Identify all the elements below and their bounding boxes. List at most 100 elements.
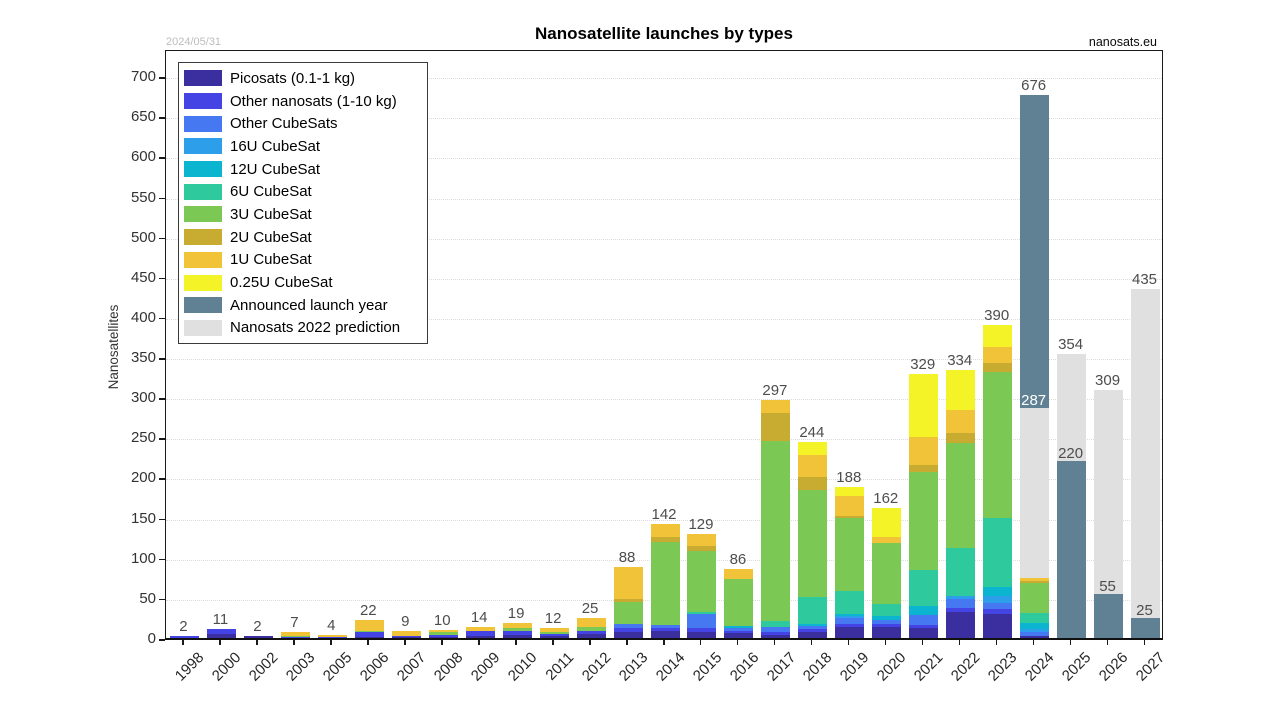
bar-total-label-2015: 129 [688,516,714,534]
y-tick-label: 150 [130,509,156,527]
bar-segment-u6-2020 [872,604,902,616]
bar-segment-pico-2024 [1020,636,1050,638]
bar-segment-u3-2012 [576,626,606,631]
x-tick-label-2016: 2016 [726,649,762,685]
bar-segment-pico-2014 [650,630,680,638]
x-axis-tick [182,640,184,645]
x-tick-label-1998: 1998 [171,649,208,685]
legend-swatch-icon [184,229,222,246]
bar-segment-u2-2024 [1020,581,1050,583]
y-tick-label: 700 [130,68,156,86]
bar-segment-u3-2024 [1020,582,1050,614]
x-axis-tick [293,640,295,645]
y-tick-label: 400 [130,308,156,326]
y-axis-tick [159,518,165,521]
bar-segment-other_cube-2014 [650,625,680,628]
legend-label: 1U CubeSat [230,251,312,269]
bar-segment-u16-2019 [835,616,865,618]
bar-segment-other_nano-2019 [835,624,865,627]
bar-segment-other_cube-2016 [724,628,754,631]
bar-segment-other_nano-2007 [391,635,421,638]
bar-segment-u1-2010 [502,622,532,629]
legend-item: 0.25U CubeSat [184,271,421,294]
y-tick-label: 350 [130,349,156,367]
legend-item: Other nanosats (1-10 kg) [184,90,421,113]
bar-inner-label-2027: 25 [1136,601,1153,619]
bar-segment-u2-2015 [687,545,717,551]
x-tick-label-2017: 2017 [763,649,799,685]
x-tick-label-2009: 2009 [467,649,504,685]
bar-segment-u1-2016 [724,568,754,579]
bar-segment-other_cube-2015 [687,613,717,629]
bar-segment-pico-2022 [946,612,976,638]
x-axis-tick [589,640,591,645]
bar-segment-other_cube-2023 [983,602,1013,610]
bar-segment-u16-2022 [946,596,976,600]
y-tick-label: 50 [139,589,156,607]
legend-label: Other CubeSats [230,115,338,133]
grid-line [166,318,1162,320]
bar-segment-u12-2021 [909,605,939,615]
y-axis-tick [159,398,165,400]
x-axis-tick [626,640,628,645]
grid-line [166,439,1162,441]
bar-segment-other_nano-2014 [650,627,680,631]
x-axis-tick [847,640,850,645]
x-tick-label-2002: 2002 [245,649,282,685]
x-tick-label-2003: 2003 [282,649,319,685]
grid-line [166,519,1162,521]
y-axis-tick [159,77,165,79]
legend-item: 2U CubeSat [184,226,421,249]
legend-item: Other CubeSats [184,112,421,135]
bar-segment-prediction-2027 [1131,288,1161,618]
x-tick-label-2025: 2025 [1058,649,1095,685]
legend-swatch-icon [184,251,222,268]
bar-segment-u3-2015 [687,550,717,612]
bar-segment-other_nano-2005 [317,637,347,638]
bar-segment-prediction-2024 [1020,407,1050,578]
legend-swatch-icon [184,115,222,132]
bar-segment-other_nano-2013 [613,627,643,633]
grid-line [166,359,1162,361]
bar-segment-u1-2023 [983,347,1013,363]
bar-segment-u3-2023 [983,372,1013,518]
bar-total-label-2022: 334 [947,351,973,369]
bar-total-label-2027: 435 [1132,270,1158,288]
bar-segment-u2-2023 [983,362,1013,373]
x-axis-tick [810,640,813,645]
x-tick-label-2007: 2007 [393,649,430,685]
y-tick-label: 300 [130,389,156,407]
x-tick-label-2027: 2027 [1132,649,1169,685]
x-tick-label-2005: 2005 [319,649,356,685]
y-tick-label: 500 [130,228,156,246]
y-axis-tick [159,197,165,199]
bar-segment-pico-2010 [502,634,532,638]
y-axis-tick [159,438,165,440]
bar-total-label-2005: 4 [327,616,336,634]
bar-segment-u1-2019 [835,495,865,516]
x-axis-tick [1069,640,1072,645]
legend-swatch-icon [184,138,222,155]
site-label: nanosats.eu [1088,35,1157,49]
legend-label: 2U CubeSat [230,228,312,246]
x-axis-tick [552,640,554,645]
bar-total-label-2008: 10 [433,611,451,629]
bar-segment-u2-2018 [798,476,828,490]
bar-segment-u3-2011 [539,632,569,634]
bar-segment-pico-2018 [798,632,828,638]
x-tick-label-2023: 2023 [985,649,1021,685]
grid-line [166,278,1162,280]
bar-segment-pico-2007 [391,637,421,638]
x-tick-label-2022: 2022 [948,649,984,685]
bar-total-label-2016: 86 [729,550,747,568]
bar-segment-u3-2018 [798,489,828,598]
y-tick-label: 650 [130,108,156,126]
bar-total-label-2012: 25 [581,599,599,617]
bar-segment-u3-2008 [428,632,458,635]
bar-segment-u1-2024 [1020,577,1050,582]
date-stamp: 2024/05/31 [166,36,222,48]
legend-item: Nanosats 2022 prediction [184,317,421,340]
x-axis-tick [1032,640,1035,645]
bar-segment-pico-2020 [872,626,902,638]
legend-label: Nanosats 2022 prediction [230,319,401,337]
